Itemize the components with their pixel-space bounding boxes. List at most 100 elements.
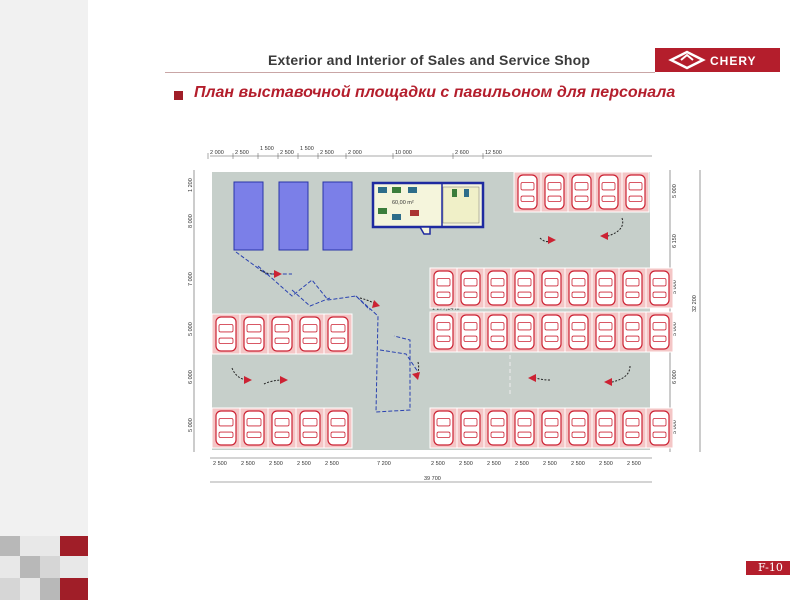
parking-space [591,311,620,353]
parking-space [594,171,623,213]
subtitle-bullet [174,91,183,100]
car-icon [649,314,670,350]
parking-space [267,313,297,355]
bottom-dimension-label: 2 500 [297,461,311,467]
display-spot [278,181,309,251]
parking-space [510,407,539,449]
parking-space [591,407,620,449]
parking-space [239,313,269,355]
left-dimension-label: 7 000 [188,272,194,286]
car-icon [271,410,293,446]
parking-space [239,407,269,449]
car-icon [517,174,538,210]
parking-space [483,267,512,309]
parking-space [456,267,485,309]
right-dimension-label: 5 000 [672,184,678,198]
left-dimension-label: 1 200 [188,178,194,192]
parking-space [621,171,650,213]
parking-space [483,311,512,353]
parking-space [267,407,297,449]
car-icon [487,270,508,306]
bottom-dimension-label: 2 500 [543,461,557,467]
car-icon [215,410,237,446]
parking-space [567,171,596,213]
left-dimension-label: 5 000 [188,322,194,336]
parking-space [429,407,458,449]
car-icon [514,410,535,446]
car-icon [299,410,321,446]
car-icon [514,270,535,306]
bottom-dimension-label: 2 500 [571,461,585,467]
total-width-label: 39 700 [424,476,441,482]
bottom-dimension-label: 2 500 [431,461,445,467]
parking-space [295,407,325,449]
car-icon [625,174,646,210]
display-spot [322,181,353,251]
parking-space [211,407,241,449]
left-dimension-label: 8 000 [188,214,194,228]
bottom-dimension-label: 2 500 [325,461,339,467]
left-dimension-label: 5 000 [188,418,194,432]
right-dimension-label: 5 000 [672,322,678,336]
parking-space [211,313,241,355]
car-icon [243,410,265,446]
header-divider [165,72,655,73]
car-icon [568,270,589,306]
logo-text: CHERY [710,54,757,68]
site-plan: 2 000 2 500 1 500 2 500 1 500 2 500 2 000 10 00… [188,146,701,483]
right-dimension-label: 5 000 [672,420,678,434]
car-icon [433,314,454,350]
car-icon [568,410,589,446]
car-icon [598,174,619,210]
car-icon [433,270,454,306]
bottom-dimension-label: 2 500 [459,461,473,467]
car-icon [215,316,237,352]
display-spot [233,181,264,251]
car-icon [595,270,616,306]
bottom-dimension-label: 2 500 [627,461,641,467]
car-icon [327,410,349,446]
parking-space [456,407,485,449]
bottom-dimension-label: 2 500 [269,461,283,467]
total-height-label: 32 200 [692,295,698,312]
top-dimension-label: 1 500 [260,146,274,152]
top-dimension-label: 2 000 [348,150,362,156]
checker-pattern [0,536,88,600]
parking-space [429,311,458,353]
parking-space [591,267,620,309]
car-icon [568,314,589,350]
car-icon [299,316,321,352]
bottom-dimension-label: 2 500 [213,461,227,467]
parking-space [295,313,325,355]
chery-logo [655,48,780,72]
site-area-label: 1 277,14 m² [432,306,462,312]
car-icon [487,314,508,350]
bottom-dimension-label: 2 500 [487,461,501,467]
parking-space [537,267,566,309]
parking-space [645,311,674,353]
parking-space [513,171,542,213]
car-icon [595,314,616,350]
top-dimension-label: 12 500 [485,150,502,156]
parking-space [618,407,647,449]
parking-space [618,311,647,353]
car-icon [327,316,349,352]
top-dimension-label: 2 000 [210,150,224,156]
top-dimension-label: 2 500 [235,150,249,156]
bottom-dimension-label: 2 500 [241,461,255,467]
car-icon [487,410,508,446]
parking-space [540,171,569,213]
car-icon [622,314,643,350]
page-number: F-10 [758,561,783,574]
pavilion-area-label: 60,00 m² [392,200,414,206]
top-dimension-label: 2 500 [320,150,334,156]
car-icon [622,410,643,446]
parking-space [564,267,593,309]
car-icon [544,174,565,210]
bottom-dimension-label: 7 200 [377,461,391,467]
parking-space [483,407,512,449]
car-icon [541,314,562,350]
right-dimension-label: 6 150 [672,234,678,248]
car-icon [622,270,643,306]
parking-space [618,267,647,309]
